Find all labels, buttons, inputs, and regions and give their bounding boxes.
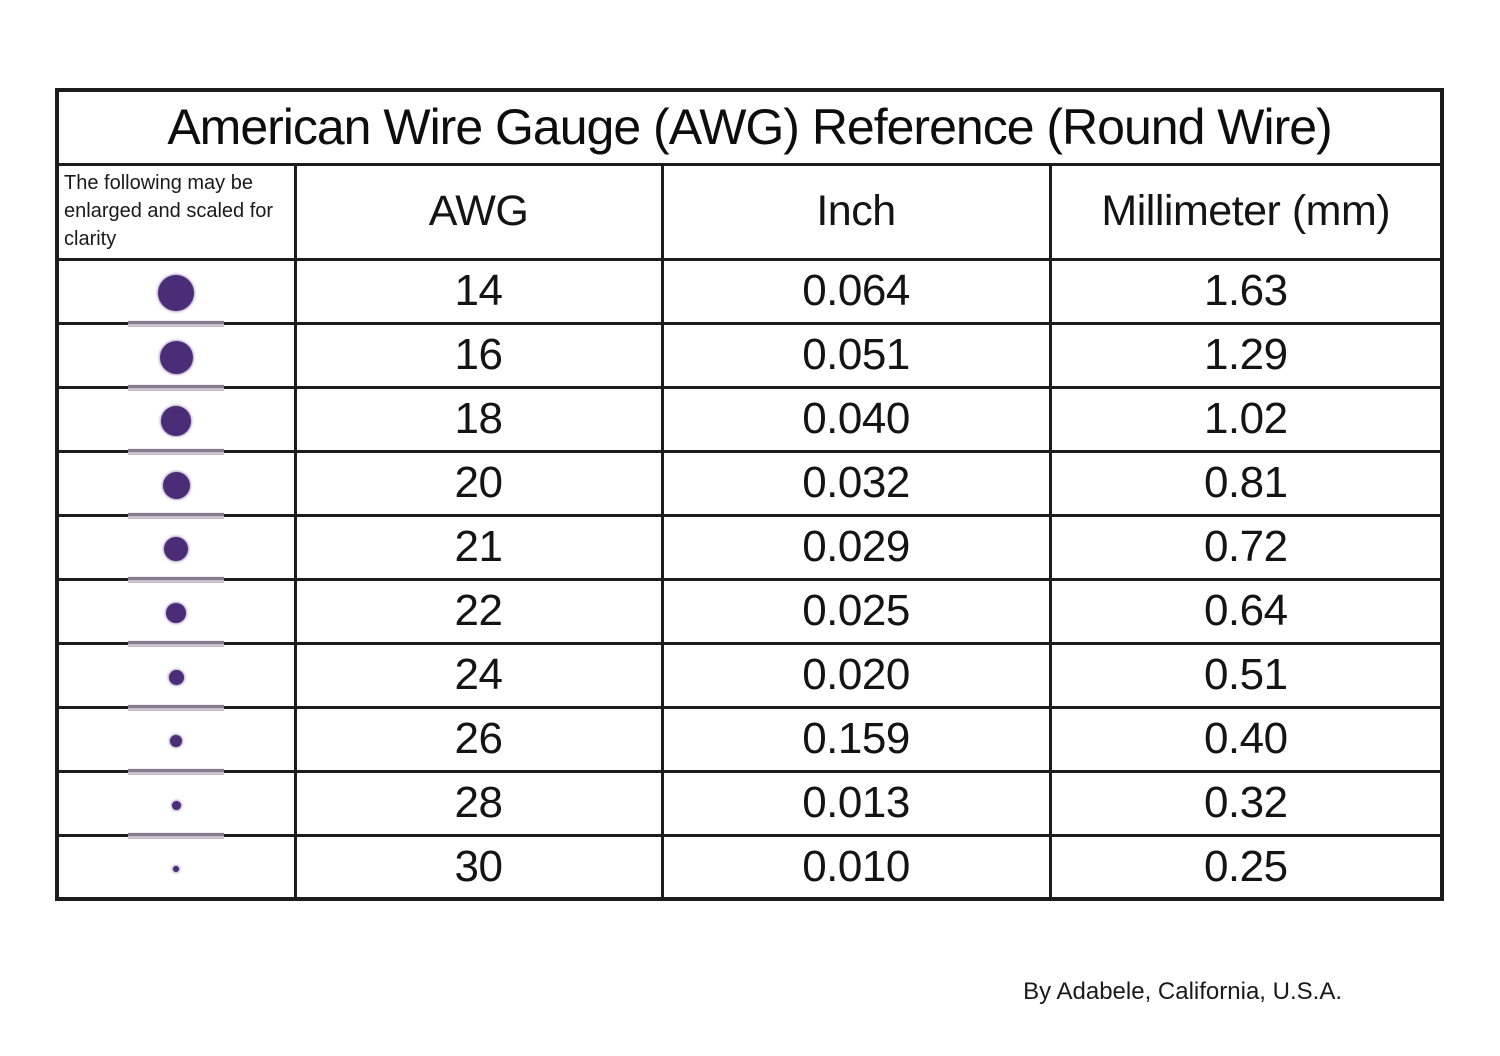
title-row: American Wire Gauge (AWG) Reference (Rou… bbox=[55, 88, 1444, 166]
table-row: 20 0.032 0.81 bbox=[55, 449, 1444, 519]
awg-value: 26 bbox=[293, 705, 664, 773]
wire-size-dot bbox=[164, 537, 189, 562]
awg-value: 16 bbox=[293, 321, 664, 389]
inch-value: 0.032 bbox=[660, 449, 1052, 517]
mm-value: 1.63 bbox=[1048, 257, 1444, 325]
inch-value: 0.029 bbox=[660, 513, 1052, 581]
table-row: 18 0.040 1.02 bbox=[55, 385, 1444, 455]
column-header-inch: Inch bbox=[660, 162, 1052, 261]
table-row: 16 0.051 1.29 bbox=[55, 321, 1444, 391]
awg-value: 21 bbox=[293, 513, 664, 581]
inch-value: 0.159 bbox=[660, 705, 1052, 773]
page-title: American Wire Gauge (AWG) Reference (Rou… bbox=[55, 88, 1444, 166]
inch-value: 0.010 bbox=[660, 833, 1052, 901]
inch-value: 0.020 bbox=[660, 641, 1052, 709]
table-row: 21 0.029 0.72 bbox=[55, 513, 1444, 583]
mm-value: 0.32 bbox=[1048, 769, 1444, 837]
inch-value: 0.040 bbox=[660, 385, 1052, 453]
wire-dot-cell bbox=[55, 833, 297, 901]
awg-value: 30 bbox=[293, 833, 664, 901]
table-row: 30 0.010 0.25 bbox=[55, 833, 1444, 901]
awg-value: 14 bbox=[293, 257, 664, 325]
wire-dot-cell bbox=[55, 577, 297, 647]
wire-size-dot bbox=[159, 340, 193, 374]
wire-size-dot bbox=[171, 800, 181, 810]
column-header-row: The following may be enlarged and scaled… bbox=[55, 162, 1444, 261]
row-separator bbox=[128, 639, 225, 647]
attribution-text: By Adabele, California, U.S.A. bbox=[1023, 978, 1342, 1005]
wire-dot-cell bbox=[55, 769, 297, 839]
inch-value: 0.051 bbox=[660, 321, 1052, 389]
table-row: 28 0.013 0.32 bbox=[55, 769, 1444, 839]
wire-dot-cell bbox=[55, 385, 297, 455]
row-separator bbox=[128, 383, 225, 391]
wire-dot-cell bbox=[55, 513, 297, 583]
row-separator bbox=[128, 511, 225, 519]
mm-value: 0.64 bbox=[1048, 577, 1444, 645]
table-row: 14 0.064 1.63 bbox=[55, 257, 1444, 327]
awg-value: 24 bbox=[293, 641, 664, 709]
wire-size-dot bbox=[173, 866, 180, 873]
table-row: 26 0.159 0.40 bbox=[55, 705, 1444, 775]
wire-size-dot bbox=[166, 603, 187, 624]
wire-dot-cell bbox=[55, 321, 297, 391]
wire-size-dot bbox=[162, 471, 190, 499]
wire-size-dot bbox=[158, 275, 195, 312]
awg-value: 22 bbox=[293, 577, 664, 645]
wire-dot-cell bbox=[55, 641, 297, 711]
awg-value: 18 bbox=[293, 385, 664, 453]
mm-value: 0.25 bbox=[1048, 833, 1444, 901]
wire-size-dot bbox=[168, 669, 184, 685]
column-header-mm: Millimeter (mm) bbox=[1048, 162, 1444, 261]
mm-value: 1.02 bbox=[1048, 385, 1444, 453]
mm-value: 0.51 bbox=[1048, 641, 1444, 709]
wire-dot-cell bbox=[55, 257, 297, 327]
row-separator bbox=[128, 447, 225, 455]
mm-value: 1.29 bbox=[1048, 321, 1444, 389]
wire-dot-cell bbox=[55, 705, 297, 775]
row-separator bbox=[128, 319, 225, 327]
row-separator bbox=[128, 831, 225, 839]
inch-value: 0.025 bbox=[660, 577, 1052, 645]
mm-value: 0.81 bbox=[1048, 449, 1444, 517]
inch-value: 0.064 bbox=[660, 257, 1052, 325]
row-separator bbox=[128, 575, 225, 583]
awg-table: American Wire Gauge (AWG) Reference (Rou… bbox=[55, 88, 1445, 901]
scale-note-text: The following may be enlarged and scaled… bbox=[55, 162, 297, 261]
wire-size-dot bbox=[170, 735, 183, 748]
table-row: 22 0.025 0.64 bbox=[55, 577, 1444, 647]
wire-size-dot bbox=[161, 406, 192, 437]
row-separator bbox=[128, 703, 225, 711]
awg-value: 28 bbox=[293, 769, 664, 837]
table-body: 14 0.064 1.63 16 0.051 1.29 18 0.040 1.0… bbox=[55, 257, 1444, 901]
column-header-awg: AWG bbox=[293, 162, 664, 261]
mm-value: 0.72 bbox=[1048, 513, 1444, 581]
table-row: 24 0.020 0.51 bbox=[55, 641, 1444, 711]
mm-value: 0.40 bbox=[1048, 705, 1444, 773]
inch-value: 0.013 bbox=[660, 769, 1052, 837]
awg-value: 20 bbox=[293, 449, 664, 517]
row-separator bbox=[128, 767, 225, 775]
wire-dot-cell bbox=[55, 449, 297, 519]
